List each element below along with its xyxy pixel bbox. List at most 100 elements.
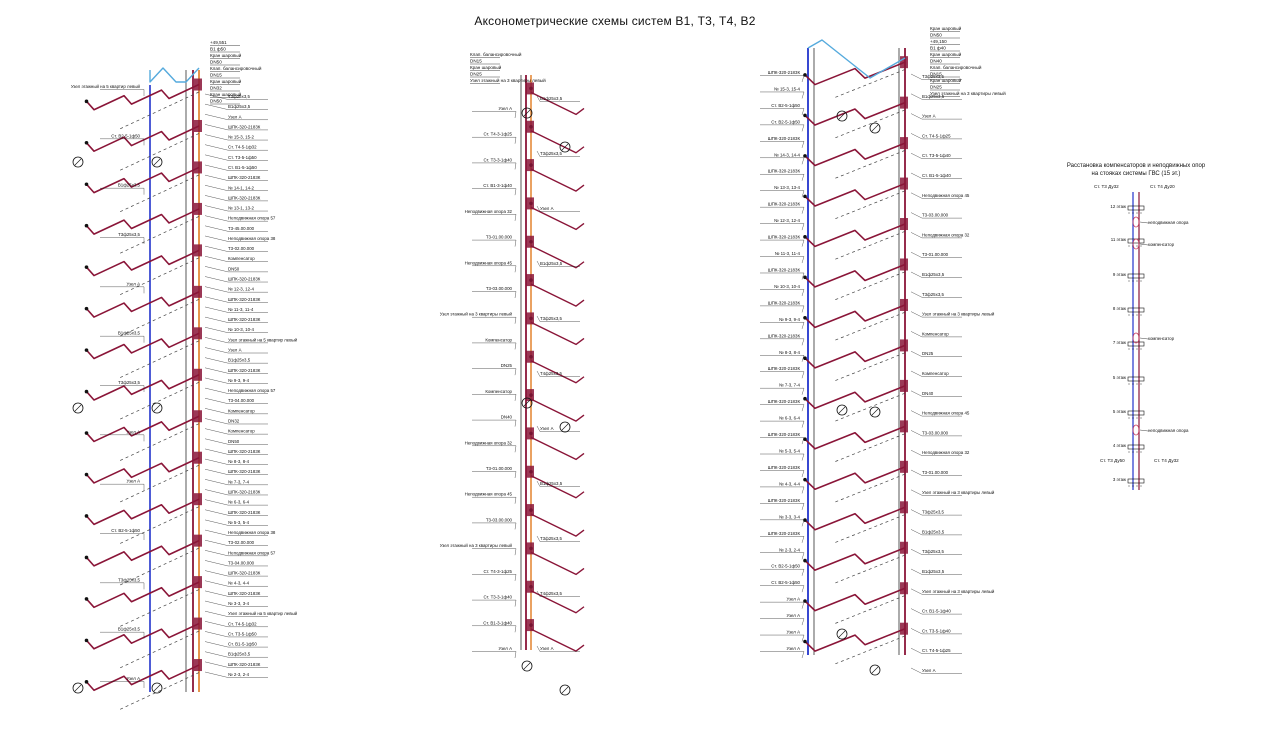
leader-line — [204, 448, 229, 455]
leader-line — [536, 590, 541, 597]
leader-line — [801, 618, 805, 626]
leader-line — [204, 296, 229, 303]
top-label: +49,150 — [930, 39, 947, 44]
leader-line — [204, 286, 229, 293]
leader-line — [910, 311, 923, 318]
leader-line — [910, 509, 923, 516]
node-mark — [838, 630, 846, 638]
right-label: № 10-3, 10-4 — [228, 327, 255, 332]
left-label: Т3ф25х3,5 — [118, 380, 140, 385]
top-label: Узел этажный на 3 квартиры левый — [930, 90, 1006, 96]
left-label: DN25 — [501, 363, 513, 368]
fixture-dot — [84, 306, 89, 311]
leader-line — [536, 480, 541, 487]
floor-valve-block — [194, 161, 202, 174]
leader-line — [801, 124, 805, 132]
floor-valve-block — [900, 258, 908, 271]
floor-branch-pipe-right — [530, 206, 585, 231]
floor-branch-pipe — [85, 539, 200, 567]
leader-line — [204, 509, 229, 516]
floor-branch-pipe — [85, 456, 200, 484]
node-circle — [151, 156, 163, 168]
right-label: Компенсатор — [228, 429, 255, 434]
right-label: Узел А — [540, 426, 554, 431]
floor-valve-block — [194, 617, 202, 630]
right-label: ШПК-320-2183К — [228, 489, 261, 494]
top-label: DN40 — [930, 59, 942, 64]
leader-line — [910, 271, 923, 278]
floor-branch-pipe — [804, 223, 906, 248]
leader-line — [910, 568, 923, 575]
left-label: Неподвижная опора 32 — [465, 440, 513, 445]
left-label: Неподвижная опора 45 — [465, 260, 513, 265]
right-label: № 6-3, 6-4 — [228, 500, 250, 505]
leader-line — [514, 651, 517, 659]
leader-line — [801, 256, 805, 264]
fixture-dot — [84, 265, 89, 269]
top-label: DN15 — [210, 73, 222, 78]
left-label: Узел этажный на 5 квартир левый — [71, 84, 141, 89]
leader-line — [204, 144, 229, 151]
right-label: Т3-04.00.000 — [228, 398, 255, 403]
floor-branch-pipe — [85, 581, 200, 609]
right-label: Узел этажный на 3 квартиры левый — [922, 490, 995, 495]
cold-branch-dash — [117, 464, 200, 504]
floor-branch-pipe — [85, 415, 200, 443]
right-label: Ст. Т4-5-1ф25 — [922, 648, 951, 653]
floor-branch-pipe — [85, 166, 200, 194]
leader-line — [801, 437, 805, 445]
fixture-dot — [803, 477, 807, 482]
right-label: Ст. В1-5-1ф40 — [922, 173, 951, 178]
right-label: ШПК-320-2183К — [228, 571, 261, 576]
floor-branch-pipe — [804, 385, 906, 410]
floor-branch-pipe — [804, 101, 906, 126]
leader-line — [514, 471, 517, 479]
floor-branch-pipe — [804, 304, 906, 329]
left-label: № 5-3, 5-4 — [779, 449, 801, 454]
leader-line — [910, 113, 923, 120]
leader-line — [204, 103, 229, 110]
right-label: Узел этажный на 3 квартиры левый — [922, 589, 995, 594]
top-label: DN15 — [930, 72, 942, 77]
floor-valve-block — [900, 460, 908, 473]
cold-branch-dash — [832, 514, 906, 544]
cold-branch-dash — [117, 423, 200, 462]
top-label: Кран шаровый — [210, 78, 242, 84]
leader-line — [910, 608, 923, 615]
right-label: DN32 — [228, 418, 240, 423]
leader-line — [204, 621, 229, 627]
left-label: Узел А — [786, 646, 800, 651]
leader-line — [910, 212, 923, 219]
leader-line — [514, 214, 517, 221]
right-label: Т4ф25х3,5 — [540, 591, 562, 596]
floor-valve-block — [194, 327, 202, 340]
legend-floor-label: 3 этаж — [1113, 477, 1126, 482]
left-label: Ст. Т3-3-1ф40 — [483, 595, 512, 600]
left-label: ШПК-320-2183К — [768, 202, 801, 207]
cold-branch-dash — [117, 589, 200, 628]
floor-valve-block — [526, 427, 534, 440]
left-label: ШПК-320-2183К — [768, 432, 801, 437]
legend-compensator-mark — [1132, 238, 1140, 250]
top-label: Клап. балансировочный — [470, 51, 522, 57]
node-mark — [74, 684, 82, 692]
fixture-dot — [84, 348, 89, 352]
top-label: Клап. балансировочный — [930, 64, 982, 70]
leader-line — [204, 540, 229, 546]
floor-valve-block — [526, 465, 534, 478]
leader-line — [801, 421, 805, 428]
leader-line — [801, 388, 805, 395]
left-label: Узел А — [498, 646, 512, 651]
node-circle — [836, 404, 848, 416]
leader-line — [910, 153, 923, 159]
legend-slab — [1127, 410, 1145, 416]
right-label: В1ф25х3,5 — [228, 652, 251, 657]
leader-line — [536, 425, 541, 432]
right-label: Неподвижная опора 45 — [922, 193, 970, 198]
leader-line — [514, 368, 517, 376]
top-label: В1 ф50 — [210, 47, 226, 52]
legend-title: Расстановка компенсаторов и неподвижных … — [1066, 163, 1206, 177]
right-label: Неподвижная опора 38 — [228, 236, 276, 241]
right-label: Т3-03.00.000 — [922, 213, 949, 218]
leader-line — [801, 519, 805, 527]
